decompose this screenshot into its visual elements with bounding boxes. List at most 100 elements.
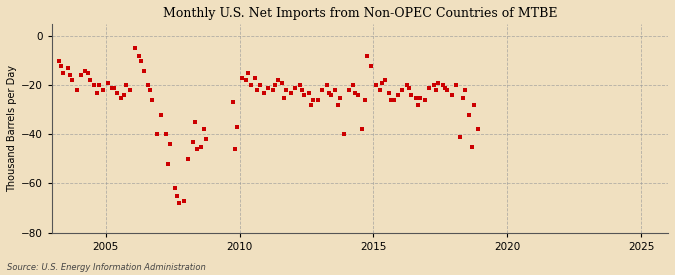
Point <box>250 76 261 80</box>
Point <box>111 90 122 95</box>
Point <box>67 78 78 82</box>
Point <box>163 162 173 166</box>
Point <box>321 83 332 87</box>
Point <box>404 86 414 90</box>
Point <box>230 147 240 151</box>
Point <box>65 73 76 78</box>
Point <box>446 93 457 97</box>
Point <box>406 93 417 97</box>
Point <box>281 88 292 92</box>
Point <box>109 86 120 90</box>
Point <box>187 139 198 144</box>
Point <box>107 86 117 90</box>
Point <box>198 127 209 132</box>
Point <box>55 64 66 68</box>
Point <box>138 68 149 73</box>
Point <box>103 81 113 85</box>
Point <box>330 88 341 92</box>
Point <box>236 76 247 80</box>
Point <box>468 103 479 107</box>
Point <box>410 95 421 100</box>
Point <box>350 90 361 95</box>
Point <box>402 83 412 87</box>
Point <box>313 98 323 102</box>
Point <box>370 83 381 87</box>
Point <box>125 88 136 92</box>
Title: Monthly U.S. Net Imports from Non-OPEC Countries of MTBE: Monthly U.S. Net Imports from Non-OPEC C… <box>163 7 558 20</box>
Point <box>286 90 296 95</box>
Point <box>419 98 430 102</box>
Point <box>263 86 274 90</box>
Point <box>245 83 256 87</box>
Point <box>386 98 397 102</box>
Point <box>344 88 354 92</box>
Point <box>361 54 372 58</box>
Point <box>439 86 450 90</box>
Point <box>183 157 194 161</box>
Point <box>174 201 185 205</box>
Point <box>433 81 443 85</box>
Point <box>317 88 327 92</box>
Point <box>383 90 394 95</box>
Point <box>466 144 477 149</box>
Y-axis label: Thousand Barrels per Day: Thousand Barrels per Day <box>7 65 17 192</box>
Point <box>359 98 370 102</box>
Point <box>270 83 281 87</box>
Point <box>455 134 466 139</box>
Point <box>243 71 254 75</box>
Point <box>388 98 399 102</box>
Point <box>415 95 426 100</box>
Point <box>294 83 305 87</box>
Point <box>473 127 484 132</box>
Point <box>397 88 408 92</box>
Point <box>76 73 86 78</box>
Point <box>303 90 314 95</box>
Point <box>424 86 435 90</box>
Point <box>62 66 73 70</box>
Point <box>80 68 91 73</box>
Text: Source: U.S. Energy Information Administration: Source: U.S. Energy Information Administ… <box>7 263 205 272</box>
Point <box>267 88 278 92</box>
Point <box>227 100 238 104</box>
Point <box>326 93 337 97</box>
Point <box>348 83 358 87</box>
Point <box>299 93 310 97</box>
Point <box>178 199 189 203</box>
Point <box>306 103 317 107</box>
Point <box>53 59 64 63</box>
Point <box>450 83 461 87</box>
Point <box>375 88 385 92</box>
Point <box>91 90 102 95</box>
Point <box>323 90 334 95</box>
Point <box>134 54 144 58</box>
Point <box>379 78 390 82</box>
Point <box>272 78 283 82</box>
Point <box>84 78 95 82</box>
Point <box>464 112 475 117</box>
Point <box>145 88 156 92</box>
Point <box>129 46 140 51</box>
Point <box>357 127 368 132</box>
Point <box>192 147 202 151</box>
Point <box>352 93 363 97</box>
Point <box>308 98 319 102</box>
Point <box>120 83 131 87</box>
Point <box>412 103 423 107</box>
Point <box>89 83 100 87</box>
Point <box>147 98 158 102</box>
Point <box>441 88 452 92</box>
Point <box>58 71 69 75</box>
Point <box>156 112 167 117</box>
Point <box>279 95 290 100</box>
Point <box>190 120 200 124</box>
Point <box>259 90 269 95</box>
Point <box>165 142 176 146</box>
Point <box>296 88 307 92</box>
Point <box>335 95 346 100</box>
Point <box>366 64 377 68</box>
Point <box>457 95 468 100</box>
Point <box>72 88 82 92</box>
Point <box>241 78 252 82</box>
Point <box>332 103 343 107</box>
Point <box>339 132 350 137</box>
